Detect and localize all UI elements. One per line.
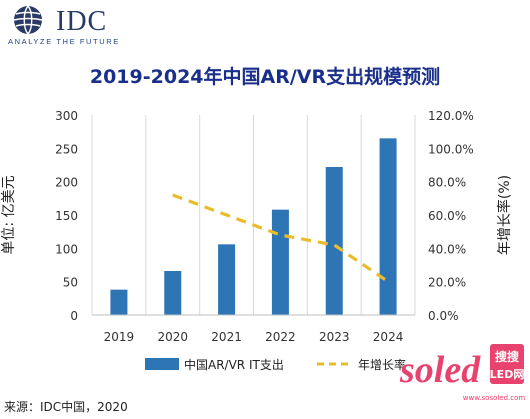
growth-line-series bbox=[172, 193, 389, 283]
logo-tagline: ANALYZE THE FUTURE bbox=[8, 37, 120, 46]
chart-grid bbox=[91, 115, 416, 315]
bar bbox=[218, 244, 236, 315]
x-tick-label: 2021 bbox=[211, 330, 242, 344]
y-left-tick-label: 200 bbox=[55, 176, 78, 190]
y-left-tick-label: 50 bbox=[63, 276, 78, 290]
x-tick-label: 2022 bbox=[265, 330, 296, 344]
svg-text:搜搜: 搜搜 bbox=[495, 349, 520, 364]
x-tick-label: 2020 bbox=[157, 330, 188, 344]
growth-line bbox=[172, 193, 389, 283]
soled-watermark: soled 搜搜 LED网 www.sosoled.com bbox=[399, 344, 526, 402]
y-right-tick-label: 0.0% bbox=[428, 309, 459, 323]
legend-bar-swatch bbox=[145, 358, 179, 370]
y-right-tick-label: 60.0% bbox=[428, 209, 466, 223]
y-right-tick-label: 20.0% bbox=[428, 276, 466, 290]
y-right-axis-label: 年增长率(%) bbox=[496, 175, 513, 255]
source-note: 来源：IDC中国，2020 bbox=[4, 400, 128, 414]
y-right-tick-label: 120.0% bbox=[428, 109, 474, 123]
chart-axes: 0 50 100 150 200 250 300 0.0% 20.0% 40.0% 60.0% 80.… bbox=[1, 109, 513, 344]
legend-line-label: 年增长率 bbox=[358, 357, 406, 372]
svg-text:www.sosoled.com: www.sosoled.com bbox=[463, 394, 526, 402]
chart-legend: 中国AR/VR IT支出 年增长率 bbox=[145, 357, 406, 372]
svg-text:soled: soled bbox=[399, 349, 481, 391]
bar bbox=[110, 289, 128, 315]
idc-logo: IDC ANALYZE THE FUTURE bbox=[8, 4, 158, 48]
bar bbox=[164, 271, 182, 315]
x-tick-label: 2019 bbox=[104, 330, 135, 344]
y-left-tick-label: 100 bbox=[55, 242, 78, 256]
svg-text:LED网: LED网 bbox=[490, 368, 525, 381]
y-right-tick-label: 40.0% bbox=[428, 242, 466, 256]
y-left-axis-label: 单位: 亿美元 bbox=[1, 175, 17, 254]
bar bbox=[325, 167, 343, 315]
globe-icon bbox=[13, 5, 43, 35]
y-left-tick-label: 0 bbox=[70, 309, 78, 323]
bar bbox=[271, 209, 289, 315]
y-left-tick-label: 250 bbox=[55, 142, 78, 156]
bar bbox=[379, 138, 397, 315]
y-right-tick-label: 80.0% bbox=[428, 176, 466, 190]
y-right-tick-label: 100.0% bbox=[428, 142, 474, 156]
logo-name: IDC bbox=[56, 6, 108, 37]
y-left-tick-label: 150 bbox=[55, 209, 78, 223]
chart-title: 2019-2024年中国AR/VR支出规模预测 bbox=[89, 66, 441, 88]
x-tick-label: 2024 bbox=[373, 330, 404, 344]
legend-bar-label: 中国AR/VR IT支出 bbox=[184, 357, 284, 372]
x-tick-label: 2023 bbox=[319, 330, 350, 344]
y-left-tick-label: 300 bbox=[55, 109, 78, 123]
